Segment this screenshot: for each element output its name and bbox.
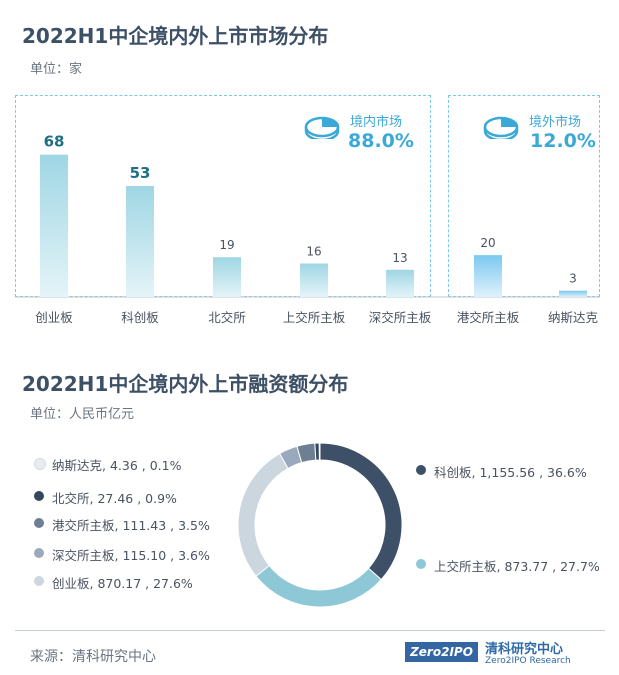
domestic-market-pct: 88.0% [348,130,414,152]
bar-港交所主板 [474,255,502,297]
legend-dot [34,518,44,528]
legend-item: 科创板, 1,155.56 , 36.6% [434,465,587,480]
donut-chart [237,442,403,608]
donut-slice-科创板 [319,442,403,581]
donut-slice-创业板 [237,452,289,577]
pie-chart-icon [483,116,519,139]
bar-value-label: 3 [569,272,577,286]
brand-name-en: Zero2IPO Research [485,656,571,666]
bar-value-label: 53 [130,164,151,182]
zero2ipo-logo: Zero2IPO [405,642,478,662]
bar-chart: 68 创业板 53 科创板 19 北交所 16 上交所主板 13 深交所主板 20 港交所主板 3 纳斯达… [15,133,600,325]
legend-dot [34,491,44,501]
bar-北交所 [213,257,241,297]
category-label: 港交所主板 [457,310,520,325]
bar-chart-title: 2022H1中企境内外上市市场分布 [22,24,329,48]
category-label: 北交所 [208,310,246,325]
bar-value-label: 20 [480,236,495,250]
legend-item: 北交所, 27.46 , 0.9% [52,491,177,506]
legend-dot [34,576,44,586]
bar-value-label: 16 [306,245,321,259]
category-label: 上交所主板 [283,310,346,325]
bar-chart-unit: 单位：家 [30,62,83,77]
bar-value-label: 19 [219,238,234,252]
footer-divider [15,630,605,631]
overseas-market-label: 境外市场 [529,115,582,130]
bar-纳斯达克 [559,290,587,297]
donut-chart-unit: 单位：人民币亿元 [30,407,135,422]
bar-深交所主板 [386,269,414,297]
pie-chart-icon [304,116,340,139]
category-label: 纳斯达克 [548,310,598,325]
brand-name-cn: 清科研究中心 [485,642,564,657]
bar-创业板 [40,154,68,297]
legend-dot [416,465,426,475]
bar-科创板 [126,186,154,297]
donut-slice-上交所主板 [255,564,382,608]
domestic-market-label: 境内市场 [350,115,403,130]
donut-chart-title: 2022H1中企境内外上市融资额分布 [22,372,349,396]
legend-item: 纳斯达克, 4.36 , 0.1% [52,458,182,473]
category-label: 科创板 [121,310,159,325]
legend-item: 港交所主板, 111.43 , 3.5% [52,518,210,533]
legend-dot [416,559,426,569]
category-label: 创业板 [35,310,73,325]
donut-slice-纳斯达克 [318,442,321,461]
bar-value-label: 68 [44,133,65,151]
legend-item: 创业板, 870.17 , 27.6% [52,576,193,591]
bar-value-label: 13 [392,251,407,265]
legend-dot [34,548,44,558]
source-note: 来源：清科研究中心 [30,649,156,665]
legend-item: 上交所主板, 873.77 , 27.7% [434,559,600,574]
bar-上交所主板 [300,263,328,297]
overseas-market-pct: 12.0% [530,130,596,152]
category-label: 深交所主板 [369,310,432,325]
legend-dot [34,458,46,470]
donut-slice-北交所 [314,442,320,461]
legend-item: 深交所主板, 115.10 , 3.6% [52,548,210,563]
